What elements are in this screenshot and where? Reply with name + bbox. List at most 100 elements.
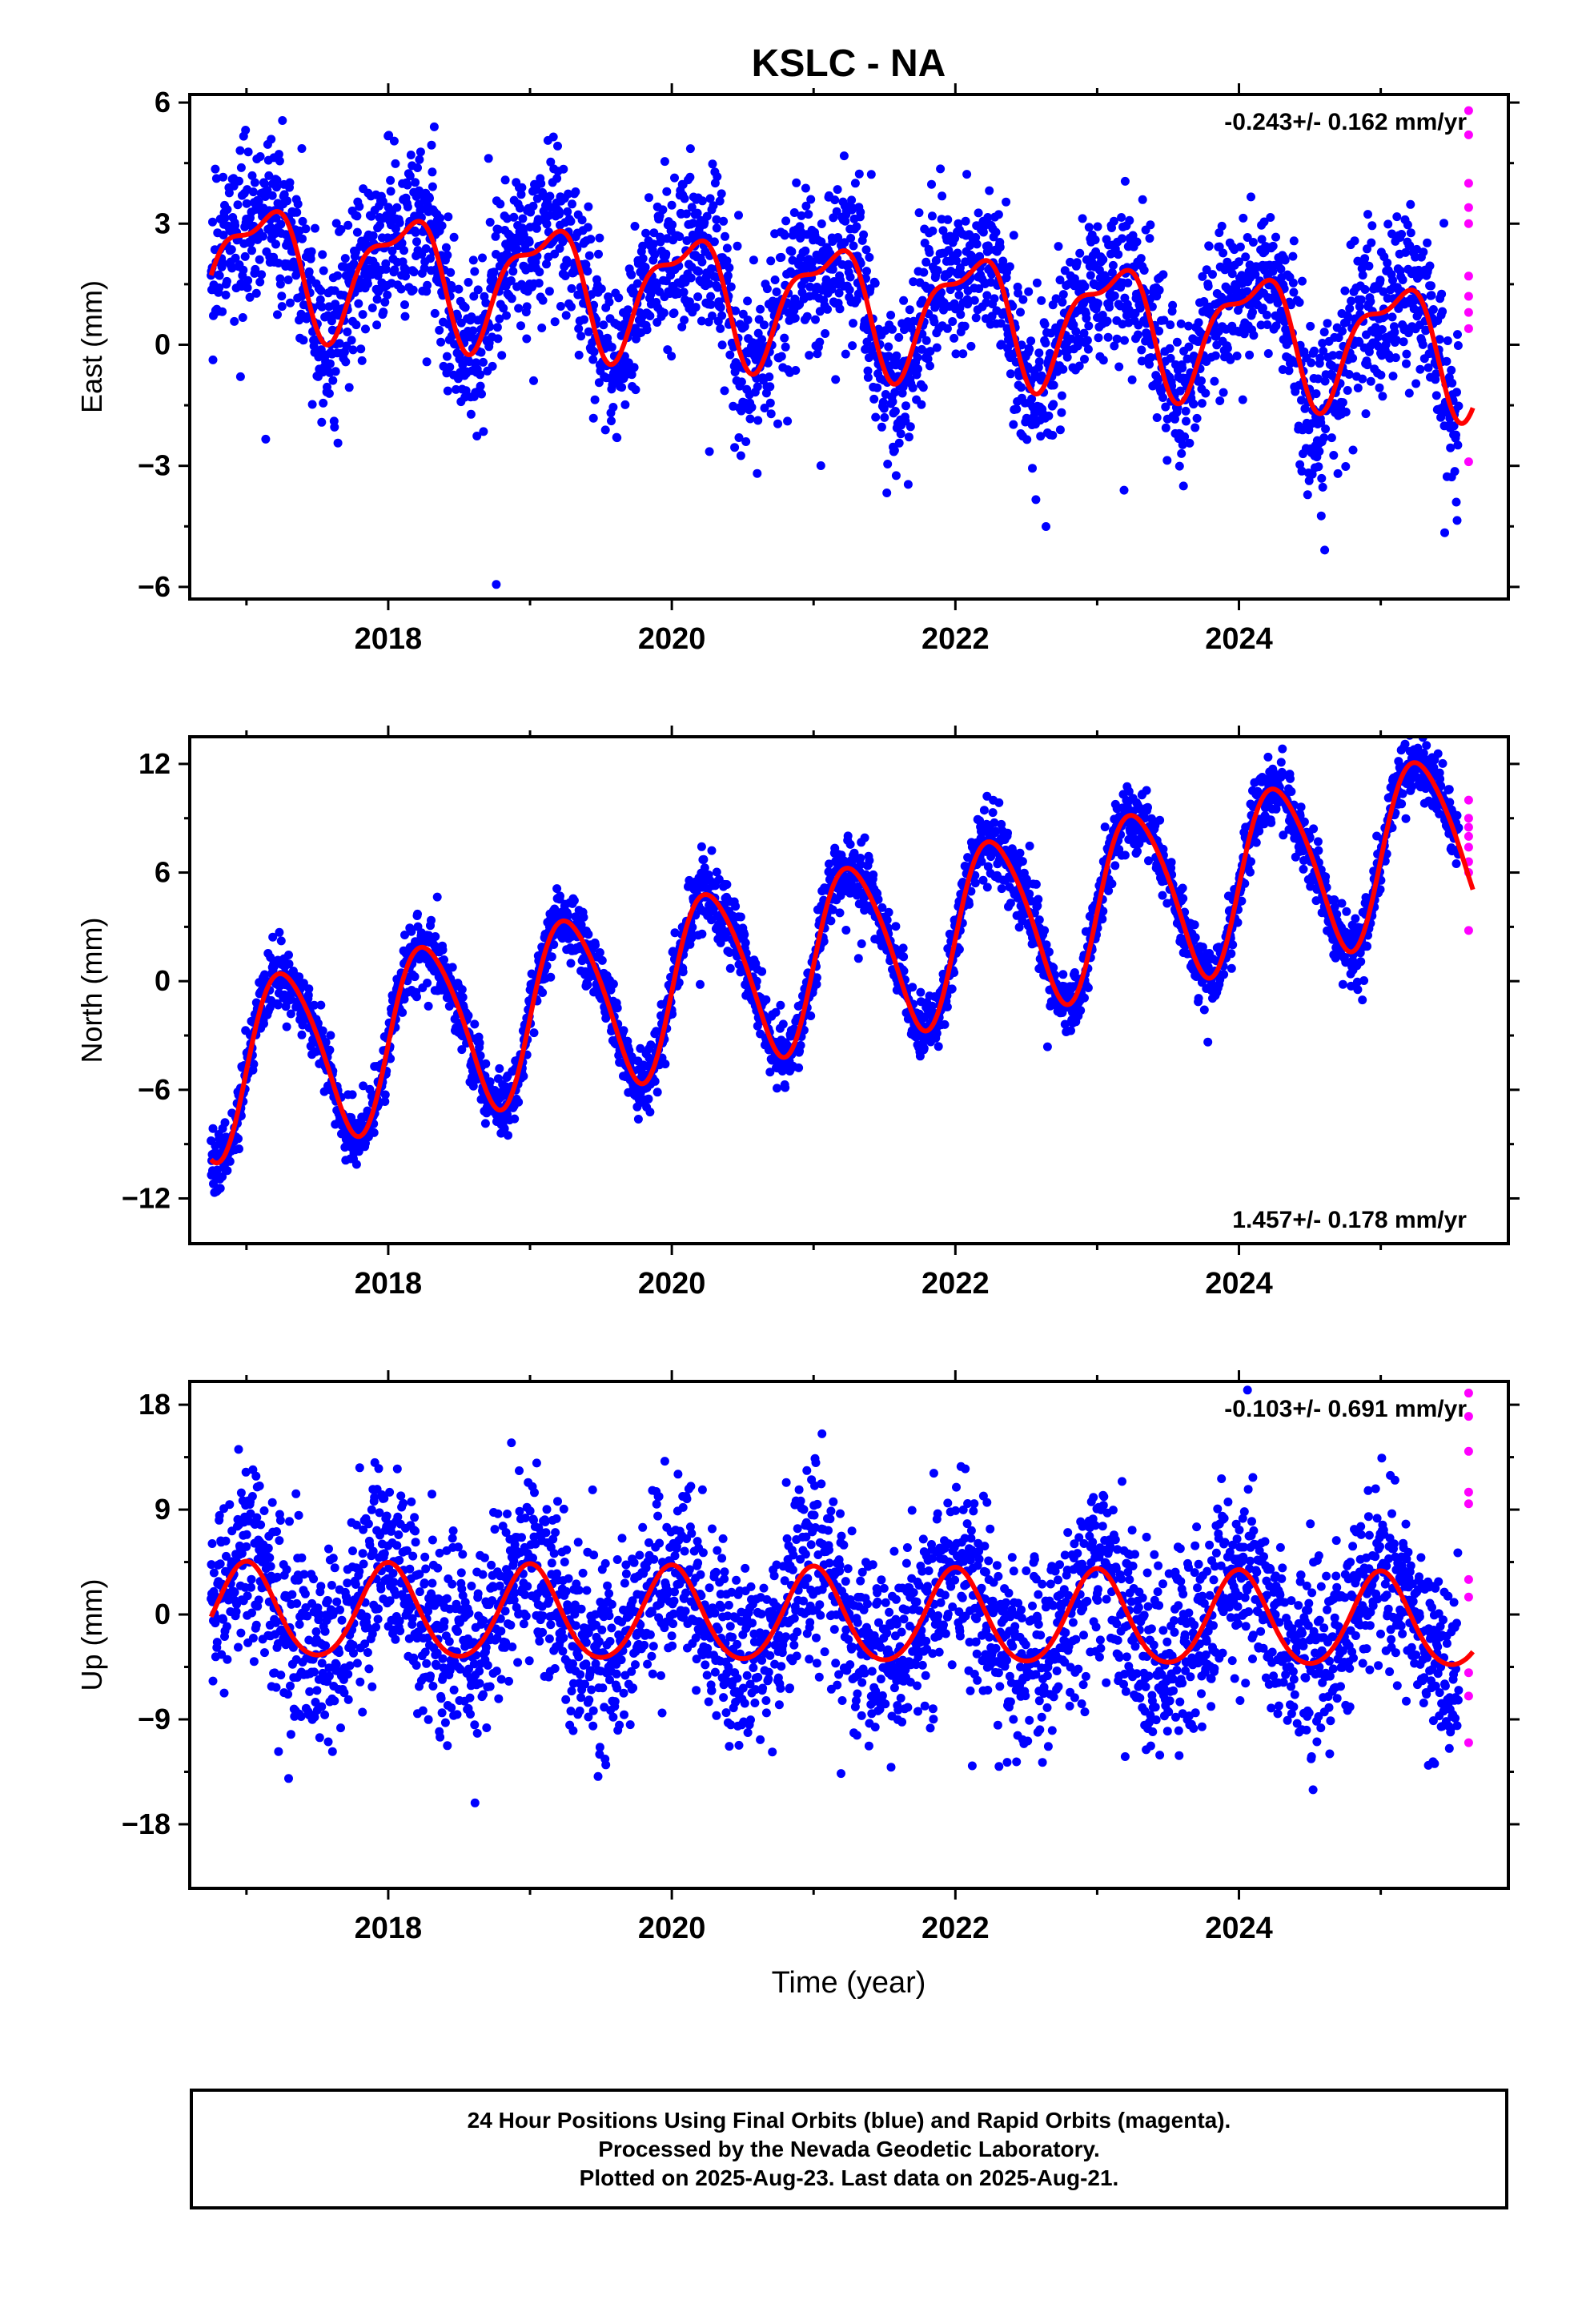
east-final-point [667,200,677,210]
east-final-point [1423,238,1432,247]
east-final-point [1180,432,1190,441]
east-final-point [1328,351,1338,360]
east-final-point [1454,401,1464,411]
east-final-point [507,294,516,304]
north-final-point [510,1114,520,1124]
east-final-point [846,234,856,243]
north-final-point [608,979,618,989]
east-final-point [962,170,972,179]
east-final-point [453,312,462,321]
east-final-point [278,116,287,125]
east-final-point [1318,339,1327,348]
east-final-point [734,433,744,442]
east-final-point [1185,438,1195,448]
east-final-point [917,400,926,409]
east-final-point [1139,266,1149,275]
east-final-point [921,257,931,267]
east-final-point [638,241,648,251]
east-final-point [566,216,576,226]
east-final-point [420,263,429,273]
east-final-point [386,187,396,196]
east-final-point [835,304,845,314]
east-final-point [950,333,959,343]
east-final-point [1232,352,1242,360]
north-final-point [458,992,468,1002]
north-final-point [380,1090,390,1100]
east-final-point [766,256,776,266]
east-final-point [1028,464,1037,473]
north-final-point [899,952,909,962]
east-final-point [1421,325,1431,335]
east-final-point [223,205,232,215]
east-final-point [1392,212,1402,222]
east-final-point [856,207,865,217]
east-final-point [1447,365,1456,375]
east-final-point [528,201,538,211]
north-final-point [781,1083,790,1092]
east-final-point [1303,490,1312,500]
east-final-point [466,409,476,419]
north-final-point [731,902,741,911]
east-ytick-label: −3 [138,449,171,482]
east-final-point [1316,511,1326,521]
east-final-point [1132,237,1142,247]
east-final-point [535,267,544,277]
east-xtick-label: 2020 [638,622,706,656]
east-final-point [568,199,576,209]
east-final-point [961,216,970,226]
east-final-point [966,341,976,351]
east-final-point [304,267,314,276]
east-final-point [996,319,1006,328]
east-final-point [435,325,444,335]
east-final-point [389,136,399,146]
east-final-point [693,292,703,302]
east-final-point [392,203,402,212]
east-final-point [832,207,841,216]
east-final-point [801,183,810,193]
north-final-point [841,926,851,935]
east-final-point [963,300,973,309]
east-final-point [1057,408,1066,417]
east-final-point [1361,409,1371,419]
east-final-point [905,422,915,432]
east-final-point [1276,264,1286,274]
east-final-point [708,312,717,320]
east-final-point [845,272,855,282]
east-final-point [1176,319,1186,328]
east-final-point [821,329,830,338]
east-final-point [943,215,953,224]
east-final-point [1239,329,1249,339]
east-final-point [1009,420,1018,429]
east-final-point [545,191,555,201]
east-final-point [233,200,243,210]
east-final-point [1012,404,1022,414]
north-final-point [696,979,705,989]
east-final-point [1310,346,1319,356]
east-final-point [862,267,871,276]
east-final-point [492,323,502,332]
east-final-point [1319,433,1329,443]
east-final-point [460,303,470,312]
east-final-point [1397,230,1407,239]
east-final-point [437,221,447,231]
east-final-point [472,432,482,440]
east-final-point [1146,220,1155,230]
east-final-point [883,460,893,468]
north-final-point [776,1000,785,1010]
east-final-point [1314,462,1323,472]
east-final-point [454,284,464,294]
east-final-point [255,152,265,161]
east-final-point [220,213,230,223]
east-final-point [1098,311,1107,320]
east-final-point [476,370,485,380]
east-final-point [372,320,382,330]
east-final-point [694,267,704,276]
east-final-point [219,231,228,239]
east-final-point [1266,213,1275,222]
east-final-point [1147,302,1157,312]
north-final-point [595,948,604,957]
east-final-point [443,251,452,260]
east-final-point [1344,370,1354,379]
east-final-point [218,258,227,267]
east-final-point [948,317,958,326]
